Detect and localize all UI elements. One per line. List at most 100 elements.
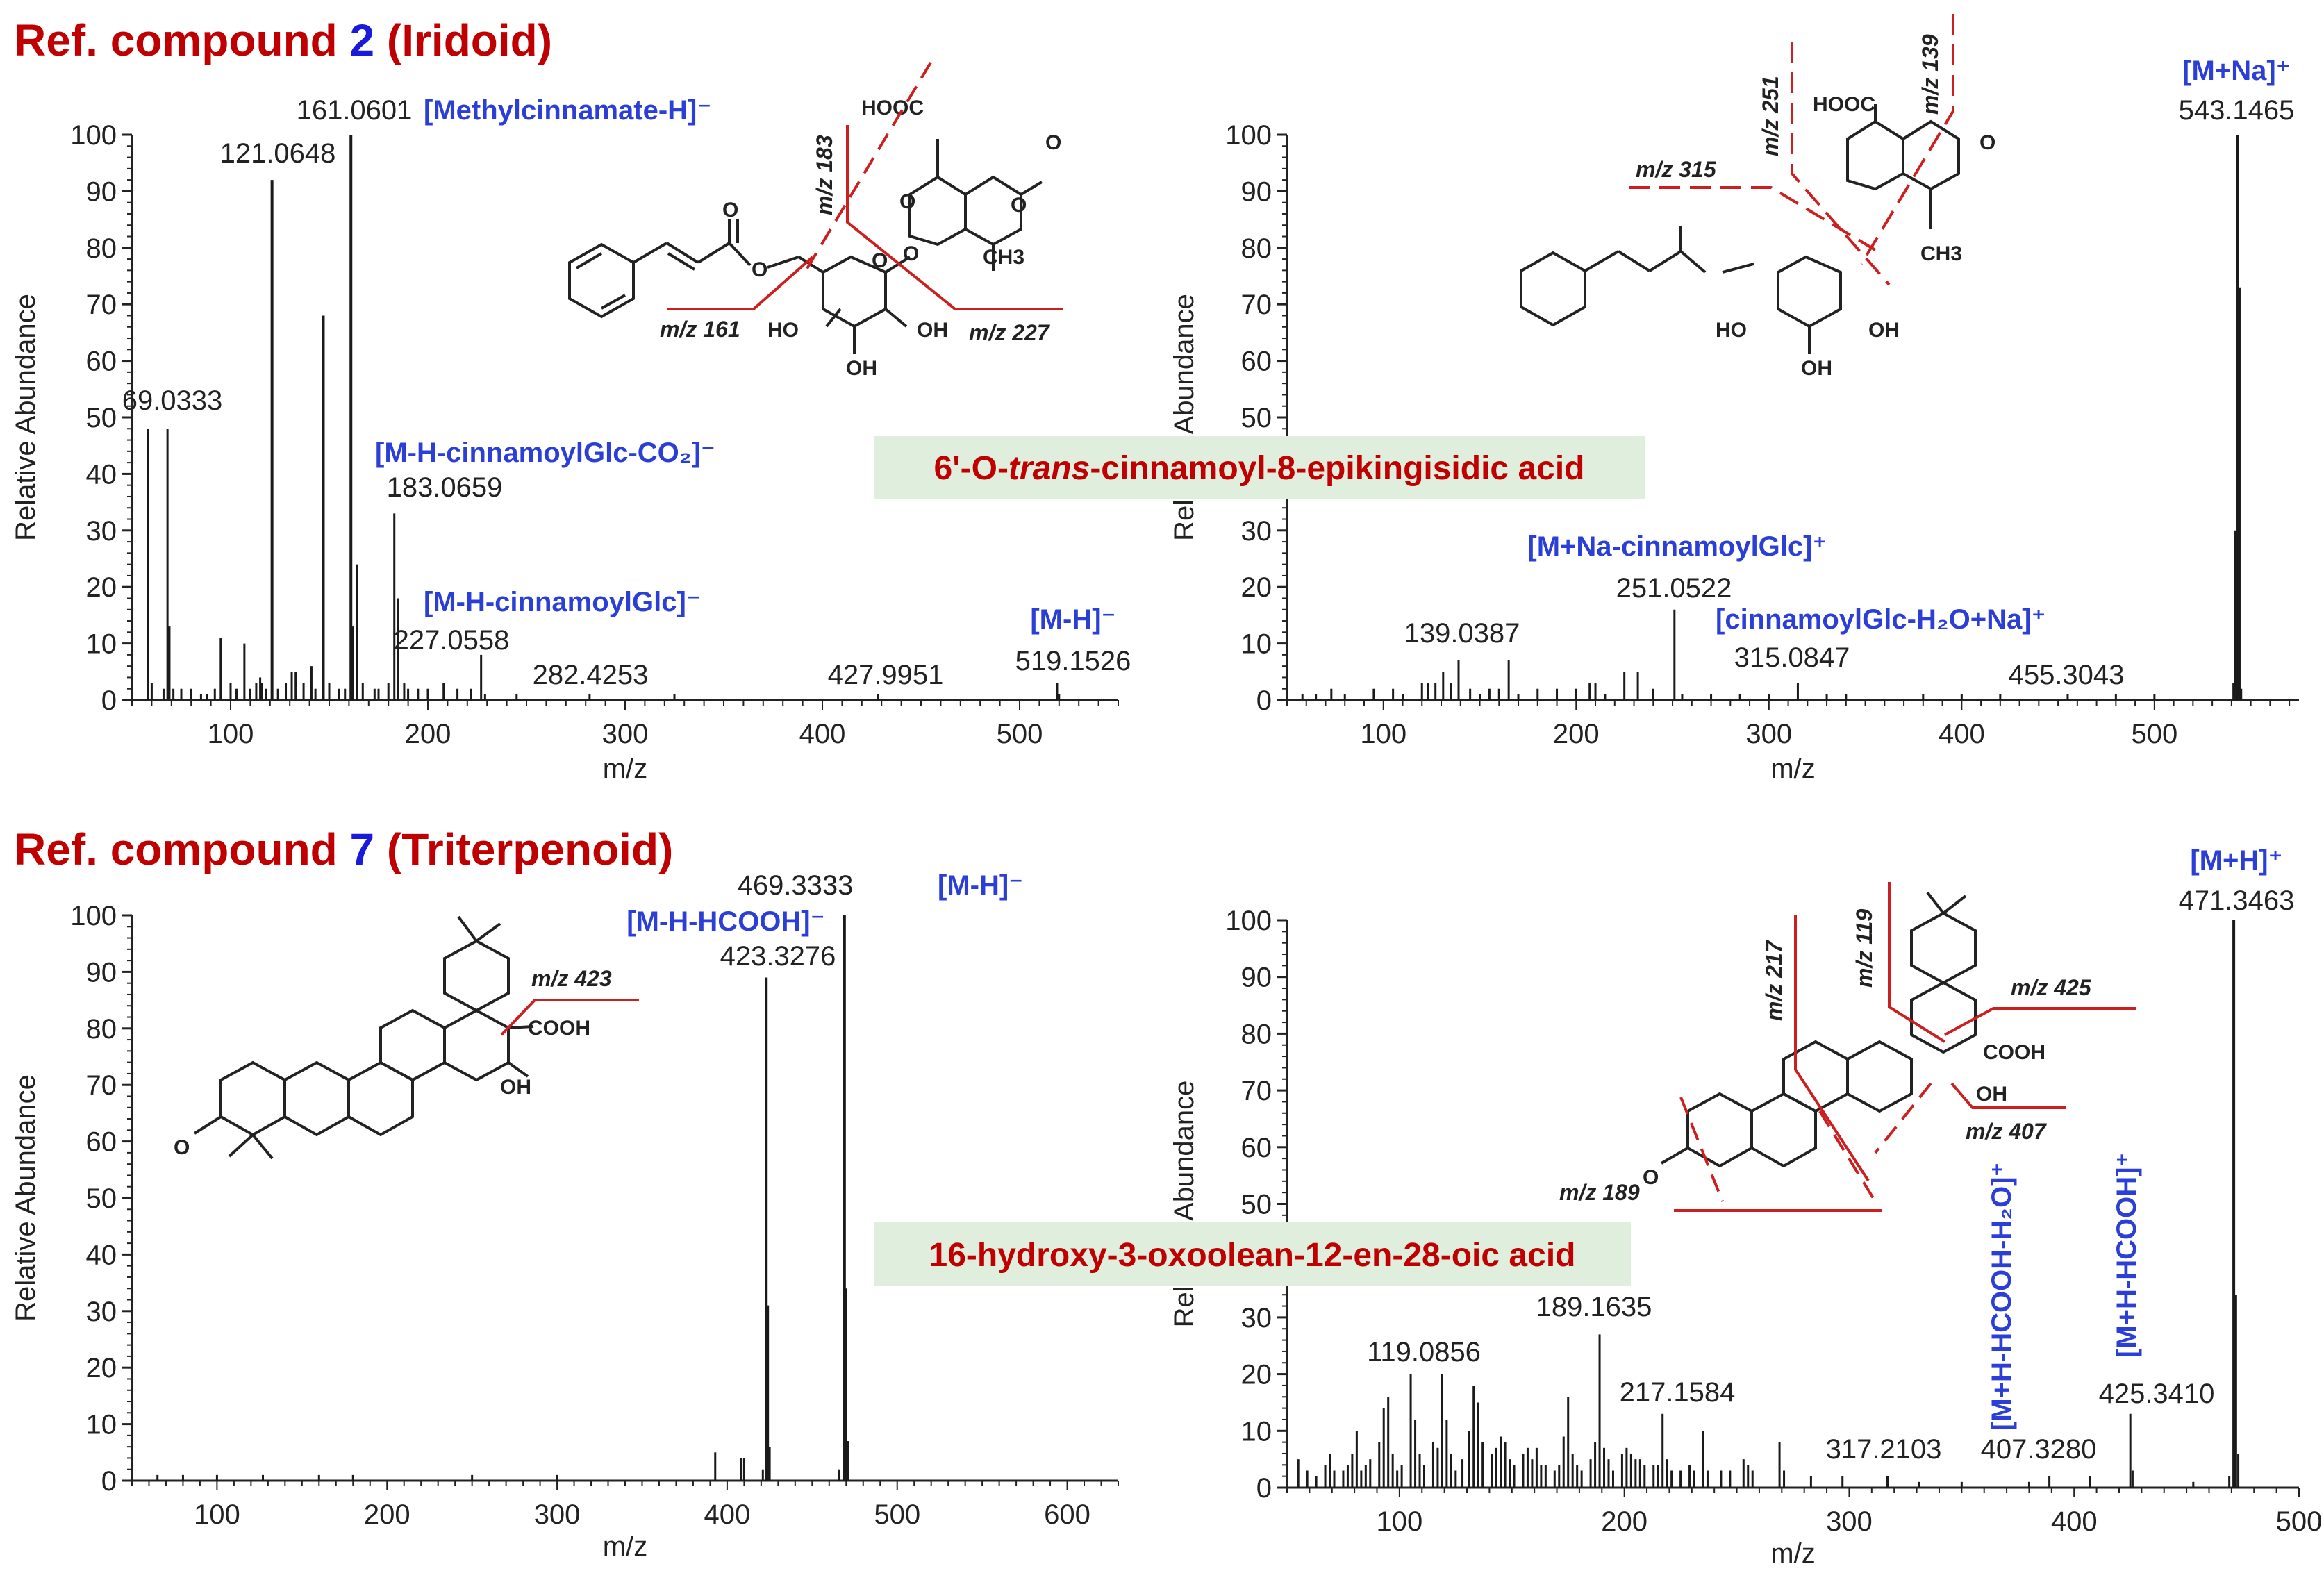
y-tick-label: 90 [1241, 963, 1272, 993]
x-axis-label: m/z [1770, 1538, 1815, 1569]
y-tick-label: 90 [86, 957, 117, 988]
y-tick-label: 60 [1241, 347, 1272, 377]
atom-label: O [1011, 194, 1027, 217]
y-tick-label: 0 [101, 1466, 117, 1497]
y-tick-label: 10 [1241, 1416, 1272, 1447]
peak-mz-label: 425.3410 [2099, 1379, 2215, 1409]
y-tick-label: 100 [70, 120, 117, 151]
y-tick-label: 50 [1241, 1190, 1272, 1220]
x-tick-label: 100 [194, 1499, 240, 1530]
atom-label: HOOC [861, 97, 924, 119]
acid-bond [508, 1025, 534, 1029]
section-title-iridoid: Ref. compound 2 (Iridoid) [14, 15, 552, 65]
y-tick-label: 70 [1241, 1076, 1272, 1106]
cut-label: m/z 227 [969, 320, 1051, 345]
x-axis-label: m/z [603, 754, 647, 784]
y-tick-label: 20 [1241, 1360, 1272, 1390]
structure-triterpenoid-1-labels: O COOH OH [174, 1017, 590, 1159]
ketone-bond [193, 1115, 222, 1135]
peak-mz-label: 69.0333 [122, 385, 223, 416]
x-axis-label: m/z [603, 1531, 647, 1562]
peak-mz-label: 189.1635 [1536, 1292, 1652, 1322]
chain-double-bond [667, 252, 696, 271]
structure-iridoid-2 [1520, 104, 1960, 354]
benzene-double-bond [575, 252, 603, 269]
peak-ion-label: [Methylcinnamate-H]⁻ [424, 95, 712, 126]
x-tick-label: 100 [208, 719, 254, 749]
banner-iridoid: 6'-O-trans-cinnamoyl-8-epikingisidic aci… [874, 436, 1645, 499]
peak-mz-label: 227.0558 [394, 625, 510, 656]
atom-label: OH [1976, 1083, 2007, 1106]
pyran-ring [1846, 119, 1904, 191]
atom-label: OH [846, 357, 877, 380]
lactone-ring [1902, 119, 1960, 191]
atom-label: O [1643, 1166, 1659, 1189]
cut-line [1888, 882, 1946, 1043]
x-tick-label: 200 [405, 719, 451, 749]
atom-label: COOH [528, 1017, 590, 1040]
carbonyl-bond [1020, 181, 1043, 196]
methyl-bond [251, 1133, 274, 1160]
y-tick-label: 10 [86, 1410, 117, 1440]
ring-e [443, 939, 510, 1013]
x-tick-label: 500 [874, 1499, 920, 1530]
y-tick-label: 100 [1225, 120, 1272, 151]
cut-label: m/z 217 [1761, 939, 1786, 1021]
atom-label: O [899, 190, 915, 213]
atom-label: O [752, 258, 767, 281]
y-tick-label: 20 [86, 572, 117, 603]
banner-triterpenoid-bg [874, 1222, 1631, 1286]
methyl-bond [1926, 891, 1945, 915]
x-tick-label: 500 [2131, 719, 2177, 749]
chain-bond [665, 242, 699, 264]
y-tick-label: 60 [86, 347, 117, 377]
ring-b [283, 1060, 350, 1137]
peak-ion-label: [M+Na-cinnamoylGlc]⁺ [1527, 531, 1827, 562]
cut-label: m/z 425 [2011, 975, 2092, 1000]
cut-line [1950, 1082, 2066, 1109]
peak-ion-label: [M-H]⁻ [938, 870, 1023, 901]
ester-bond [728, 242, 752, 267]
cut-label: m/z 315 [1636, 157, 1717, 182]
ester-bond [1679, 250, 1707, 274]
peak-mz-label: 543.1465 [2179, 95, 2295, 126]
x-tick-label: 200 [1601, 1506, 1647, 1537]
spectrum-triterpenoid-positive: 0102030405060708090100100200300400500m/z… [1169, 845, 2322, 1569]
x-axis-label: m/z [1770, 754, 1815, 784]
y-tick-label: 80 [1241, 1019, 1272, 1049]
section-title-triterpenoid: Ref. compound 7 (Triterpenoid) [14, 824, 673, 874]
peak-mz-label: 139.0387 [1404, 618, 1520, 649]
peak-mz-label: 121.0648 [220, 138, 336, 169]
glucose-ring [1777, 255, 1842, 328]
peak-ion-label: [M-H-cinnamoylGlc-CO₂]⁻ [375, 438, 715, 468]
peak-mz-label: 455.3043 [2009, 660, 2125, 690]
fragmentation-cuts-triterpenoid-2 [1674, 882, 2136, 1212]
peak-mz-label: 315.0847 [1734, 642, 1850, 673]
peak-ion-label: [M+H]⁺ [2190, 845, 2282, 876]
fragmentation-cuts-iridoid-2 [1629, 14, 1954, 286]
y-tick-label: 30 [86, 1297, 117, 1327]
y-tick-label: 30 [1241, 516, 1272, 547]
atom-label: O [872, 249, 888, 272]
hydroxyl-bond [884, 308, 908, 328]
peak-mz-label: 217.1584 [1620, 1377, 1736, 1408]
x-tick-label: 300 [602, 719, 649, 749]
x-tick-label: 400 [1939, 719, 1985, 749]
y-tick-label: 80 [1241, 233, 1272, 264]
y-tick-label: 70 [1241, 290, 1272, 320]
chain-bond [1617, 250, 1651, 272]
structure-iridoid-2-labels: HOOC O CH3 HO OH OH [1716, 93, 1995, 380]
structure-iridoid-1 [568, 139, 1043, 354]
hydroxyl-bond [825, 308, 842, 328]
pyran-ring [908, 175, 967, 247]
y-axis-label: Relative Abundance [10, 294, 41, 541]
peak-mz-label: 407.3280 [1981, 1434, 2097, 1465]
y-tick-label: 60 [1241, 1133, 1272, 1163]
atom-label: O [1045, 131, 1061, 154]
structure-iridoid-1-labels: HOOC O O O CH3 O O O O HO OH OH [722, 97, 1061, 380]
peak-mz-label: 161.0601 [297, 95, 413, 126]
methyl-bond [228, 1133, 254, 1158]
peak-mz-label: 119.0856 [1367, 1337, 1481, 1367]
x-tick-label: 400 [2051, 1506, 2098, 1537]
